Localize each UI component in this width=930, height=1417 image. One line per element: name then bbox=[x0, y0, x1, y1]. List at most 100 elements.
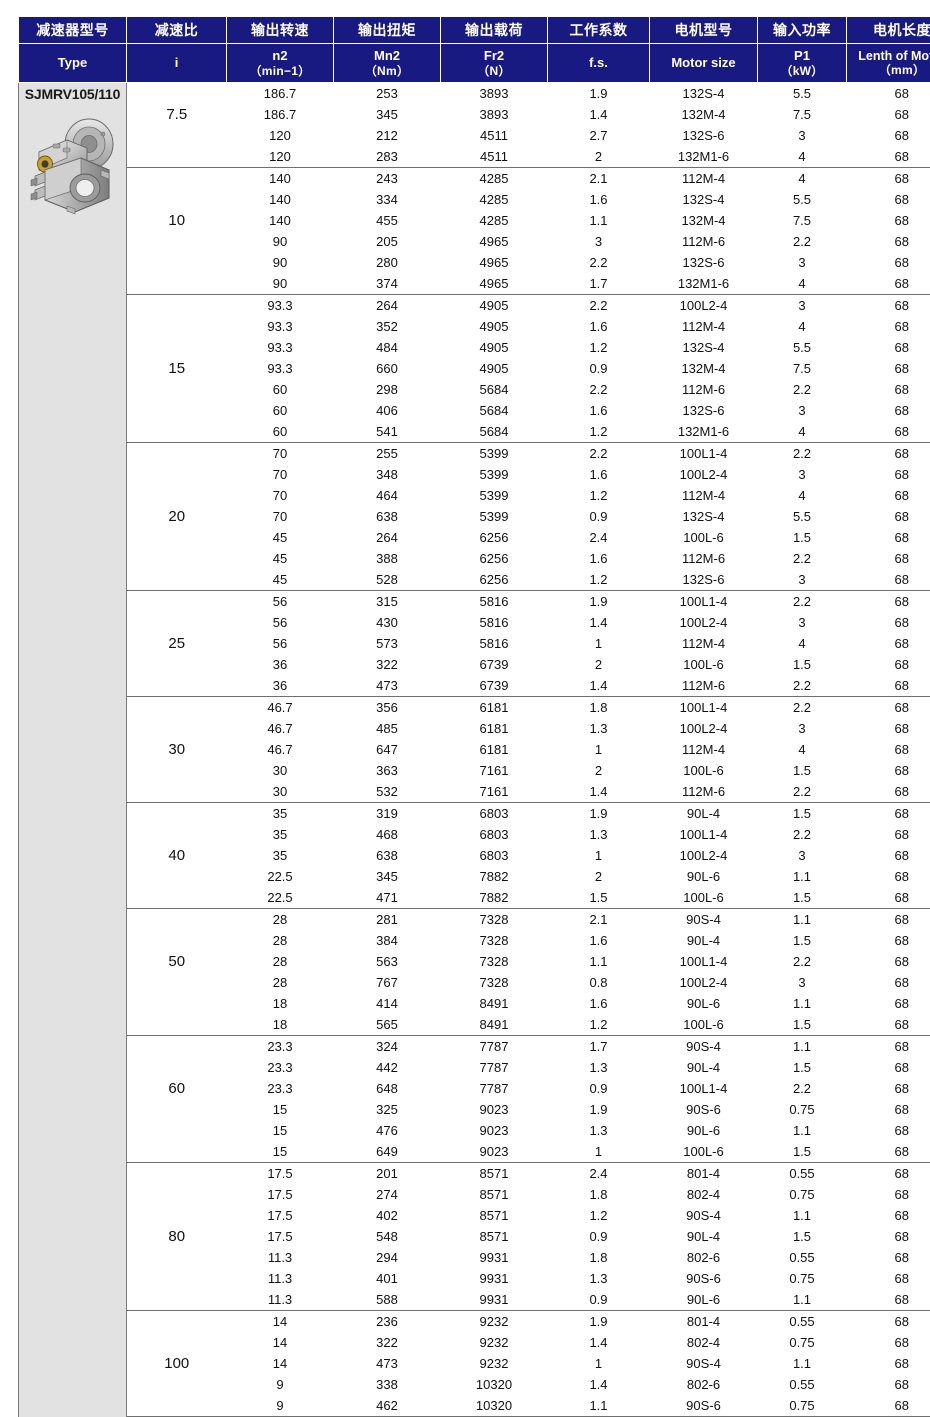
header-motor-size-cn: 电机型号 bbox=[650, 17, 758, 44]
output-torque-value: 573 bbox=[334, 633, 441, 654]
header-input-power-en: P1 （kW） bbox=[758, 44, 847, 83]
output-load-value: 5399 bbox=[441, 506, 548, 527]
output-torque-value: 414 bbox=[334, 993, 441, 1014]
ratio-spacer bbox=[127, 1395, 227, 1417]
output-speed-value: 35 bbox=[227, 845, 334, 866]
ratio-spacer bbox=[127, 125, 227, 146]
output-speed-value: 60 bbox=[227, 421, 334, 443]
output-load-value: 10320 bbox=[441, 1395, 548, 1417]
output-torque-value: 647 bbox=[334, 739, 441, 760]
motor-length-value: 68 bbox=[847, 527, 930, 548]
header-output-speed-cn: 输出转速 bbox=[227, 17, 334, 44]
ratio-spacer bbox=[127, 1036, 227, 1058]
output-speed-value: 23.3 bbox=[227, 1078, 334, 1099]
input-power-value: 1.5 bbox=[758, 1057, 847, 1078]
output-torque-value: 319 bbox=[334, 803, 441, 825]
output-speed-value: 70 bbox=[227, 443, 334, 465]
service-factor-value: 1.3 bbox=[548, 718, 650, 739]
motor-size-value: 132S-4 bbox=[650, 189, 758, 210]
service-factor-value: 1.6 bbox=[548, 993, 650, 1014]
ratio-spacer bbox=[127, 993, 227, 1014]
motor-size-value: 132M1-6 bbox=[650, 421, 758, 443]
motor-size-value: 801-4 bbox=[650, 1163, 758, 1185]
output-speed-value: 11.3 bbox=[227, 1289, 334, 1311]
output-load-value: 3893 bbox=[441, 104, 548, 125]
output-torque-value: 205 bbox=[334, 231, 441, 252]
output-load-value: 5684 bbox=[441, 421, 548, 443]
motor-size-value: 112M-6 bbox=[650, 781, 758, 803]
output-speed-value: 17.5 bbox=[227, 1226, 334, 1247]
input-power-value: 7.5 bbox=[758, 210, 847, 231]
service-factor-value: 1.7 bbox=[548, 273, 650, 295]
ratio-spacer bbox=[127, 675, 227, 697]
motor-size-value: 802-4 bbox=[650, 1332, 758, 1353]
input-power-value: 1.5 bbox=[758, 1141, 847, 1163]
output-speed-value: 45 bbox=[227, 548, 334, 569]
output-load-value: 8571 bbox=[441, 1163, 548, 1185]
input-power-value: 4 bbox=[758, 146, 847, 168]
output-torque-value: 485 bbox=[334, 718, 441, 739]
input-power-value: 2.2 bbox=[758, 675, 847, 697]
ratio-spacer bbox=[127, 527, 227, 548]
motor-length-value: 68 bbox=[847, 697, 930, 719]
motor-length-value: 68 bbox=[847, 252, 930, 273]
output-torque-value: 528 bbox=[334, 569, 441, 591]
type-panel: SJMRV105/110 bbox=[19, 83, 127, 1417]
input-power-value: 1.5 bbox=[758, 887, 847, 909]
motor-size-value: 100L1-4 bbox=[650, 697, 758, 719]
service-factor-value: 2.7 bbox=[548, 125, 650, 146]
output-torque-value: 356 bbox=[334, 697, 441, 719]
ratio-spacer bbox=[127, 400, 227, 421]
motor-length-value: 68 bbox=[847, 548, 930, 569]
input-power-value: 7.5 bbox=[758, 358, 847, 379]
output-torque-value: 660 bbox=[334, 358, 441, 379]
output-load-value: 5816 bbox=[441, 633, 548, 654]
output-torque-value: 406 bbox=[334, 400, 441, 421]
header-ratio-cn: 减速比 bbox=[127, 17, 227, 44]
service-factor-value: 1.4 bbox=[548, 612, 650, 633]
output-torque-value: 471 bbox=[334, 887, 441, 909]
service-factor-value: 1 bbox=[548, 633, 650, 654]
service-factor-value: 1.8 bbox=[548, 1247, 650, 1268]
output-load-value: 7328 bbox=[441, 951, 548, 972]
input-power-value: 2.2 bbox=[758, 231, 847, 252]
output-speed-value: 90 bbox=[227, 231, 334, 252]
motor-length-value: 68 bbox=[847, 909, 930, 931]
motor-size-value: 132S-4 bbox=[650, 83, 758, 105]
output-load-value: 8571 bbox=[441, 1226, 548, 1247]
output-speed-value: 30 bbox=[227, 760, 334, 781]
ratio-value: 20 bbox=[127, 506, 227, 527]
input-power-value: 1.1 bbox=[758, 866, 847, 887]
output-load-value: 9232 bbox=[441, 1353, 548, 1374]
motor-length-value: 68 bbox=[847, 379, 930, 400]
input-power-value: 2.2 bbox=[758, 591, 847, 613]
motor-length-value: 68 bbox=[847, 1120, 930, 1141]
output-load-value: 4965 bbox=[441, 231, 548, 252]
motor-size-value: 100L1-4 bbox=[650, 1078, 758, 1099]
input-power-value: 4 bbox=[758, 633, 847, 654]
output-speed-value: 46.7 bbox=[227, 697, 334, 719]
motor-length-value: 68 bbox=[847, 231, 930, 252]
output-torque-value: 388 bbox=[334, 548, 441, 569]
output-speed-value: 140 bbox=[227, 168, 334, 190]
output-load-value: 6803 bbox=[441, 845, 548, 866]
input-power-value: 4 bbox=[758, 421, 847, 443]
motor-length-value: 68 bbox=[847, 295, 930, 317]
output-torque-value: 638 bbox=[334, 506, 441, 527]
output-torque-value: 374 bbox=[334, 273, 441, 295]
output-load-value: 6256 bbox=[441, 569, 548, 591]
service-factor-value: 1 bbox=[548, 739, 650, 760]
